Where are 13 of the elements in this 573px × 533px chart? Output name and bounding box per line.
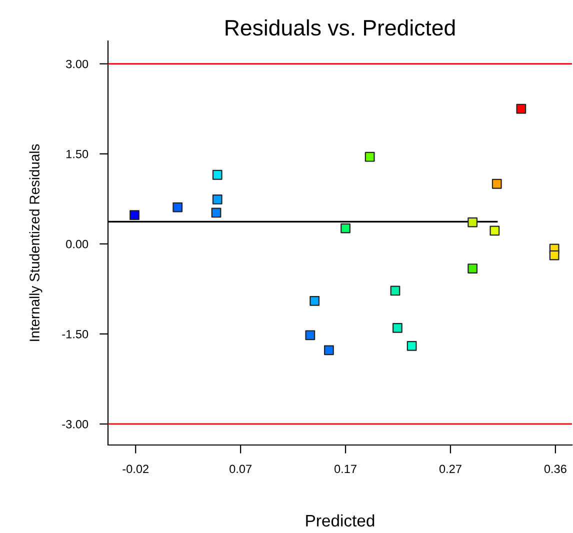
y-axis-title: Internally Studentized Residuals xyxy=(29,144,42,341)
y-tick-label: 0.00 xyxy=(66,240,88,248)
chart-title: Residuals vs. Predicted xyxy=(226,19,455,36)
y-tick-label: -1.50 xyxy=(62,330,88,338)
y-tick-label: 1.50 xyxy=(66,150,88,158)
y-tick-label: -3.00 xyxy=(62,420,88,428)
x-tick-label: 0.07 xyxy=(230,464,252,474)
x-tick-label: 0.27 xyxy=(439,464,462,474)
y-tick-label: 3.00 xyxy=(66,60,88,68)
x-tick-label: 0.36 xyxy=(544,464,566,474)
x-axis-title: Predicted xyxy=(306,514,374,527)
x-tick-label: 0.17 xyxy=(334,464,356,474)
x-tick-label: -0.02 xyxy=(122,464,148,474)
